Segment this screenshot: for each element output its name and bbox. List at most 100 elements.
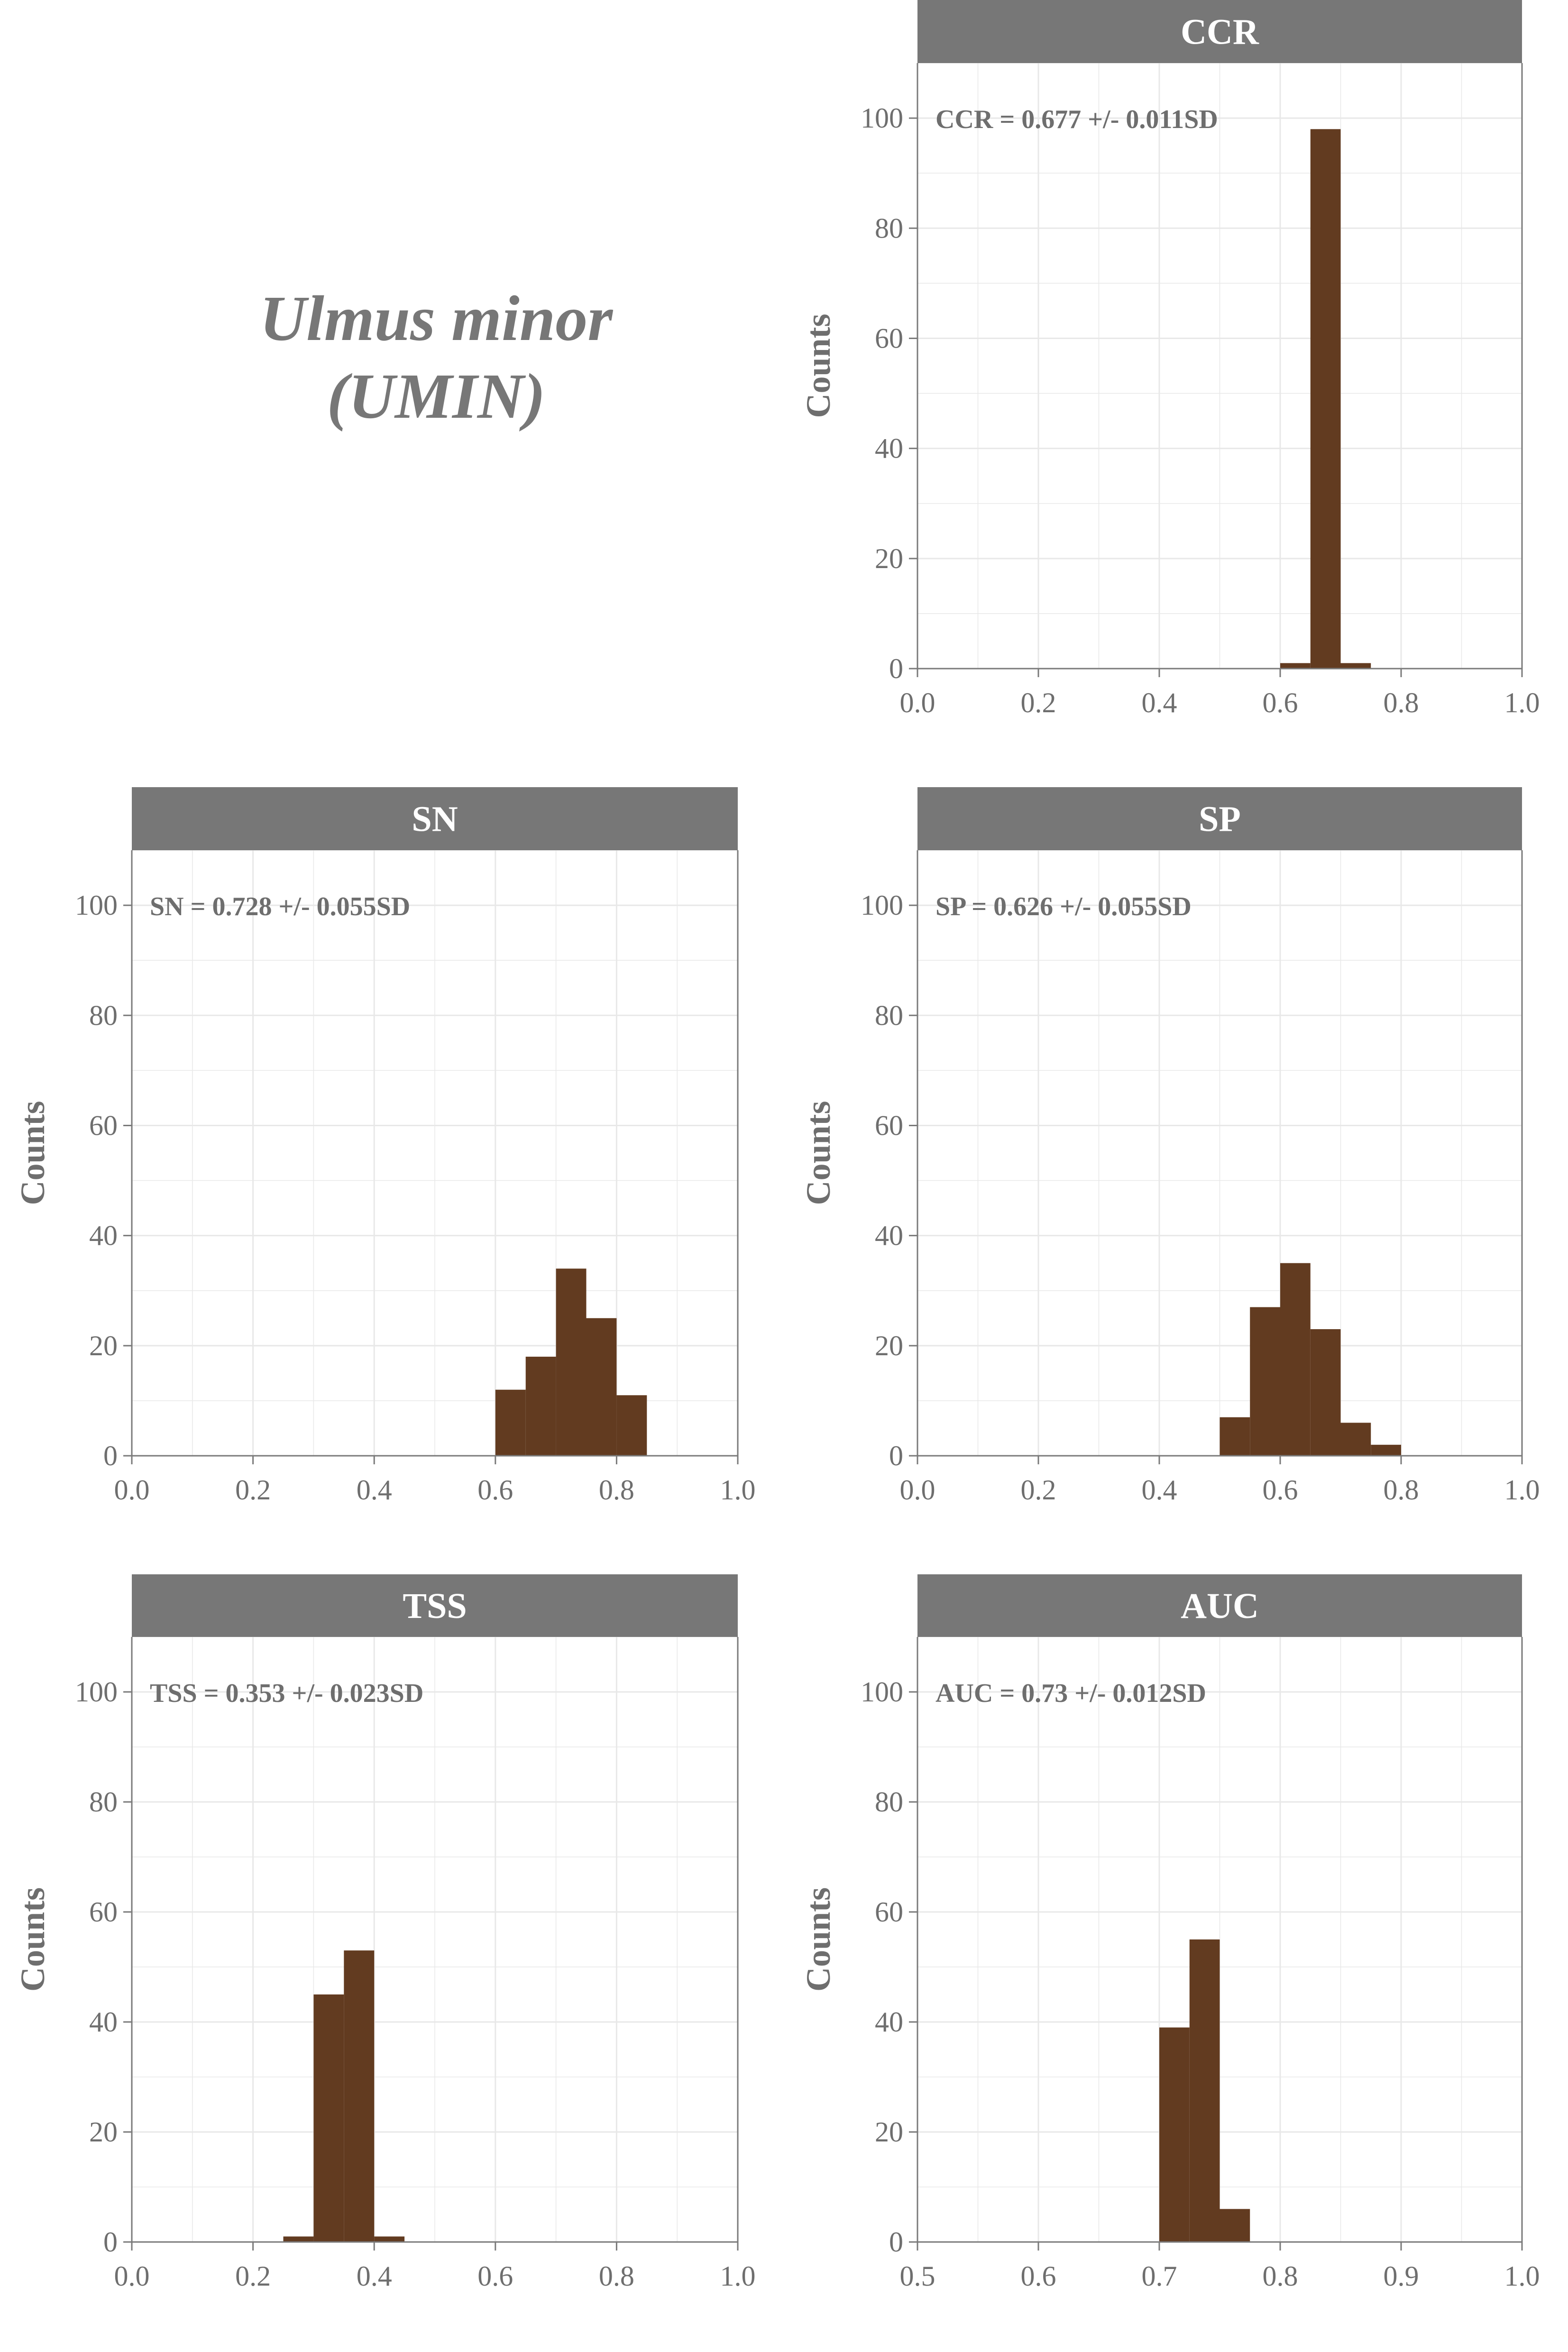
y-axis-title: Counts <box>14 1101 52 1205</box>
x-tick-label: 0.5 <box>900 2260 935 2292</box>
histogram-bar <box>1310 1329 1341 1456</box>
histogram-bar <box>525 1357 556 1456</box>
y-tick-label: 40 <box>875 1220 903 1251</box>
y-tick-label: 20 <box>875 543 903 574</box>
y-tick-label: 80 <box>875 1000 903 1031</box>
panel-title: SP <box>1199 799 1241 839</box>
panel-strip <box>917 1574 1522 1637</box>
x-tick-label: 1.0 <box>1504 1474 1540 1506</box>
y-tick-label: 60 <box>875 1896 903 1928</box>
stat-annotation: SN = 0.728 +/- 0.055SD <box>150 892 410 921</box>
x-tick-label: 0.8 <box>1263 2260 1298 2292</box>
histogram-bar <box>1310 129 1341 669</box>
y-tick-label: 60 <box>875 1110 903 1141</box>
stat-annotation: CCR = 0.677 +/- 0.011SD <box>935 105 1218 134</box>
species-name: Ulmus minor <box>259 283 613 354</box>
panel-title: AUC <box>1181 1586 1259 1626</box>
histogram-bar <box>1220 1417 1250 1456</box>
panel-auc: AUC 0 20 40 60 80 100 0.5 0.6 0.7 0.8 0.9 1.0 Counts A… <box>799 1574 1540 2292</box>
y-tick-label: 20 <box>875 1330 903 1361</box>
y-tick-label: 20 <box>89 1330 118 1361</box>
panel-strip <box>917 787 1522 850</box>
histogram-bar <box>1280 663 1311 669</box>
stat-annotation: SP = 0.626 +/- 0.055SD <box>935 892 1192 921</box>
y-tick-label: 60 <box>875 322 903 354</box>
y-axis-title: Counts <box>799 1101 837 1205</box>
x-tick-label: 0.0 <box>900 687 935 718</box>
y-tick-label: 100 <box>861 890 903 921</box>
y-tick-label: 80 <box>875 212 903 244</box>
histogram-bar <box>1280 1263 1311 1456</box>
histogram-bar <box>283 2236 314 2242</box>
histogram-bar <box>1159 2027 1190 2242</box>
y-axis-title: Counts <box>14 1887 52 1992</box>
panel-sn: SN 0 20 40 60 80 100 0.0 0.2 0.4 0.6 0.8 1.0 Counts SN… <box>14 787 756 1506</box>
histogram-bar <box>1340 1423 1371 1456</box>
x-tick-label: 0.8 <box>1384 1474 1419 1506</box>
x-tick-label: 0.0 <box>900 1474 935 1506</box>
histogram-bar <box>616 1395 647 1456</box>
x-tick-label: 0.4 <box>357 2260 392 2292</box>
x-tick-label: 0.2 <box>235 1474 271 1506</box>
x-tick-label: 0.8 <box>599 2260 634 2292</box>
panel-title: TSS <box>403 1586 467 1626</box>
panel-strip <box>132 1574 738 1637</box>
histogram-bar <box>586 1318 617 1456</box>
x-tick-label: 1.0 <box>720 2260 756 2292</box>
y-tick-label: 40 <box>875 433 903 464</box>
histogram-bar <box>1189 1939 1220 2242</box>
panel-ccr: CCR 0 20 40 60 80 100 0.0 0.2 0.4 0.6 0.8 1.0 Counts C… <box>799 0 1540 718</box>
species-code: (UMIN) <box>327 361 546 432</box>
histogram-bar <box>556 1268 587 1456</box>
histogram-bar <box>344 1950 375 2242</box>
x-tick-label: 0.6 <box>1263 687 1298 718</box>
species-title: Ulmus minor (UMIN) <box>57 280 816 435</box>
x-tick-label: 0.2 <box>235 2260 271 2292</box>
x-tick-label: 0.2 <box>1021 687 1056 718</box>
y-tick-label: 80 <box>875 1786 903 1818</box>
histogram-bar <box>1220 2209 1250 2242</box>
stat-annotation: AUC = 0.73 +/- 0.012SD <box>935 1679 1206 1708</box>
x-tick-label: 0.4 <box>1142 687 1177 718</box>
panel-strip <box>917 0 1522 63</box>
x-tick-label: 0.2 <box>1021 1474 1056 1506</box>
x-tick-label: 0.6 <box>1021 2260 1056 2292</box>
y-tick-label: 60 <box>89 1896 118 1928</box>
histogram-bar <box>1250 1307 1280 1456</box>
histogram-bar <box>495 1389 526 1456</box>
histogram-bar <box>1340 663 1371 669</box>
y-tick-label: 0 <box>889 2226 903 2258</box>
y-tick-label: 0 <box>103 1440 118 1471</box>
stat-annotation: TSS = 0.353 +/- 0.023SD <box>150 1679 423 1708</box>
histogram-bar <box>374 2236 405 2242</box>
y-tick-label: 100 <box>75 1676 118 1708</box>
x-tick-label: 0.4 <box>1142 1474 1177 1506</box>
y-axis-title: Counts <box>799 1887 837 1992</box>
panel-title: SN <box>412 799 458 839</box>
x-tick-label: 0.8 <box>599 1474 634 1506</box>
y-tick-label: 40 <box>89 1220 118 1251</box>
y-tick-label: 80 <box>89 1000 118 1031</box>
y-tick-label: 20 <box>875 2116 903 2148</box>
x-tick-label: 1.0 <box>1504 2260 1540 2292</box>
x-tick-label: 1.0 <box>1504 687 1540 718</box>
x-tick-label: 0.0 <box>114 2260 150 2292</box>
x-tick-label: 0.4 <box>357 1474 392 1506</box>
histogram-bar <box>313 1994 344 2242</box>
x-tick-label: 0.6 <box>1263 1474 1298 1506</box>
x-tick-label: 0.7 <box>1142 2260 1177 2292</box>
x-tick-label: 0.8 <box>1384 687 1419 718</box>
y-tick-label: 80 <box>89 1786 118 1818</box>
y-tick-label: 100 <box>75 890 118 921</box>
x-tick-label: 0.9 <box>1384 2260 1419 2292</box>
y-tick-label: 40 <box>875 2006 903 2038</box>
y-tick-label: 100 <box>861 102 903 134</box>
panel-sp: SP 0 20 40 60 80 100 0.0 0.2 0.4 0.6 0.8 1.0 Counts SP… <box>799 787 1540 1506</box>
y-tick-label: 0 <box>889 1440 903 1471</box>
panel-strip <box>132 787 738 850</box>
x-tick-label: 1.0 <box>720 1474 756 1506</box>
y-tick-label: 60 <box>89 1110 118 1141</box>
y-tick-label: 0 <box>889 653 903 684</box>
y-tick-label: 20 <box>89 2116 118 2148</box>
panel-tss: TSS 0 20 40 60 80 100 0.0 0.2 0.4 0.6 0.8 1.0 Counts T… <box>14 1574 756 2292</box>
